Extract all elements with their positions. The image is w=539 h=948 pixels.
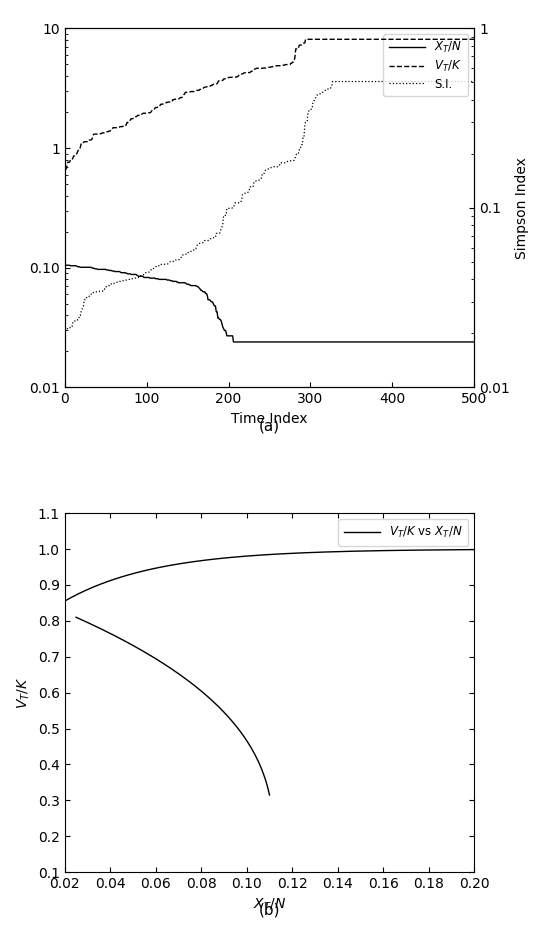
$V_T/K$ vs $X_T/N$ xyxy=(414,544,420,556)
S.I. xyxy=(329,76,336,87)
Line: $V_T/K$: $V_T/K$ xyxy=(65,39,474,169)
$V_T/K$ xyxy=(163,97,169,108)
Y-axis label: $V_T/K$: $V_T/K$ xyxy=(16,676,32,709)
Y-axis label: Simpson Index: Simpson Index xyxy=(515,157,529,259)
Text: (a): (a) xyxy=(259,418,280,433)
S.I. xyxy=(471,76,478,87)
$V_T/K$ xyxy=(402,33,408,45)
$V_T/K$ vs $X_T/N$ xyxy=(310,547,316,558)
Legend: $X_T/N$, $V_T/K$, S.I.: $X_T/N$, $V_T/K$, S.I. xyxy=(383,34,468,97)
$V_T/K$ xyxy=(331,33,337,45)
S.I. xyxy=(211,232,217,244)
X-axis label: Time Index: Time Index xyxy=(231,411,308,426)
$X_T/N$ xyxy=(331,337,337,348)
$V_T/K$ vs $X_T/N$ xyxy=(61,595,68,607)
$V_T/K$ vs $X_T/N$ xyxy=(299,547,306,558)
Legend: $V_T/K$ vs $X_T/N$: $V_T/K$ vs $X_T/N$ xyxy=(338,520,468,546)
$V_T/K$ xyxy=(61,163,68,174)
Line: S.I.: S.I. xyxy=(65,82,474,334)
$X_T/N$ xyxy=(61,260,68,271)
$X_T/N$ xyxy=(230,337,237,348)
S.I. xyxy=(402,76,408,87)
Line: $X_T/N$: $X_T/N$ xyxy=(65,265,474,342)
$X_T/N$ xyxy=(402,337,408,348)
$X_T/N$ xyxy=(180,277,186,288)
$V_T/K$ xyxy=(211,79,217,90)
$X_T/N$ xyxy=(471,337,478,348)
$X_T/N$ xyxy=(326,337,333,348)
$V_T/K$ xyxy=(180,89,186,100)
S.I. xyxy=(325,83,331,95)
Line: $V_T/K$ vs $X_T/N$: $V_T/K$ vs $X_T/N$ xyxy=(65,550,474,601)
Text: (b): (b) xyxy=(259,902,280,918)
$V_T/K$ vs $X_T/N$ xyxy=(471,544,478,556)
S.I. xyxy=(61,328,68,339)
$V_T/K$ vs $X_T/N$ xyxy=(322,546,329,557)
$X_T/N$ xyxy=(163,274,169,285)
$X_T/N$ xyxy=(211,300,217,311)
$V_T/K$ xyxy=(302,33,309,45)
$V_T/K$ xyxy=(326,33,333,45)
X-axis label: $X_T/N$: $X_T/N$ xyxy=(253,897,286,913)
S.I. xyxy=(331,76,337,87)
S.I. xyxy=(180,249,186,261)
S.I. xyxy=(163,259,169,270)
$V_T/K$ vs $X_T/N$ xyxy=(87,583,93,594)
$V_T/K$ xyxy=(471,33,478,45)
$V_T/K$ vs $X_T/N$ xyxy=(372,545,378,556)
